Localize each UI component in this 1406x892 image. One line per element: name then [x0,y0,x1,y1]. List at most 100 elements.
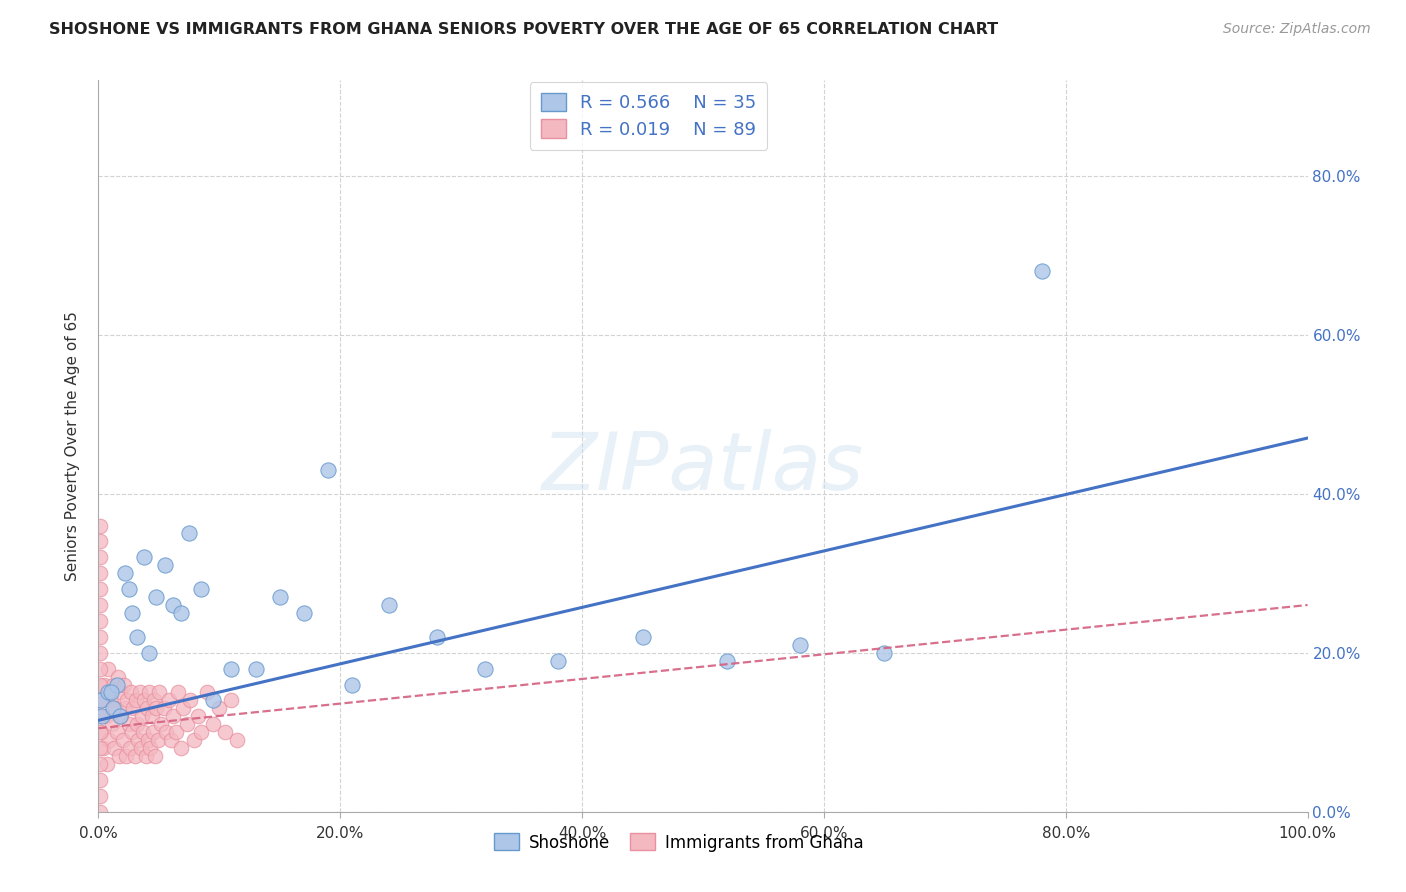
Point [125,693,148,707]
Text: SHOSHONE VS IMMIGRANTS FROM GHANA SENIORS POVERTY OVER THE AGE OF 65 CORRELATION: SHOSHONE VS IMMIGRANTS FROM GHANA SENIOR… [49,22,998,37]
Point [138,646,160,660]
Point [89,677,111,691]
Point [245,662,267,676]
Point [96,757,118,772]
Point [179,693,201,707]
Point [124,749,146,764]
Point [105,677,128,691]
Point [187,709,209,723]
Point [89,789,111,803]
Y-axis label: Seniors Poverty Over the Age of 65: Seniors Poverty Over the Age of 65 [65,311,80,581]
Point [131,709,153,723]
Point [155,725,177,739]
Point [93,677,115,691]
Point [474,662,496,676]
Point [269,590,291,604]
Point [89,518,111,533]
Point [226,733,249,747]
Point [114,566,136,581]
Text: ZIPatlas: ZIPatlas [541,429,865,507]
Point [89,566,111,581]
Point [89,614,111,628]
Point [108,749,131,764]
Point [121,725,143,739]
Point [146,733,169,747]
Point [134,550,156,565]
Point [98,733,121,747]
Point [138,685,160,699]
Point [169,741,191,756]
Point [97,662,120,676]
Point [190,582,212,596]
Point [108,685,131,699]
Point [143,749,166,764]
Point [135,749,157,764]
Point [120,685,142,699]
Point [128,685,150,699]
Point [89,662,111,676]
Point [292,606,315,620]
Point [100,717,122,731]
Point [108,709,131,723]
Point [169,606,191,620]
Point [91,741,114,756]
Point [89,741,111,756]
Point [183,733,205,747]
Point [118,582,141,596]
Point [122,701,145,715]
Point [89,550,111,565]
Point [142,725,165,739]
Point [89,757,111,772]
Point [100,693,122,707]
Point [90,725,112,739]
Point [426,630,449,644]
Point [89,630,111,644]
Point [114,701,136,715]
Point [103,741,125,756]
Point [101,701,124,715]
Point [115,749,138,764]
Point [172,701,194,715]
Point [160,733,183,747]
Point [107,669,129,683]
Point [202,693,225,707]
Point [377,598,399,612]
Point [89,582,111,596]
Point [176,717,198,731]
Point [873,646,896,660]
Point [1031,264,1053,278]
Point [127,630,149,644]
Point [221,693,243,707]
Point [101,677,124,691]
Point [117,693,139,707]
Point [221,662,243,676]
Point [127,733,149,747]
Point [202,717,225,731]
Point [89,534,111,549]
Point [118,741,141,756]
Point [127,717,149,731]
Point [89,693,111,707]
Point [179,526,201,541]
Point [208,701,231,715]
Point [316,463,339,477]
Point [132,725,155,739]
Text: Source: ZipAtlas.com: Source: ZipAtlas.com [1223,22,1371,37]
Point [89,598,111,612]
Point [118,717,141,731]
Point [110,709,132,723]
Point [145,701,167,715]
Point [167,685,190,699]
Point [157,693,180,707]
Point [152,701,174,715]
Point [214,725,236,739]
Point [104,701,127,715]
Point [135,701,157,715]
Point [89,805,111,819]
Point [91,709,114,723]
Point [100,685,122,699]
Point [716,654,738,668]
Point [547,654,569,668]
Point [162,598,184,612]
Point [94,709,117,723]
